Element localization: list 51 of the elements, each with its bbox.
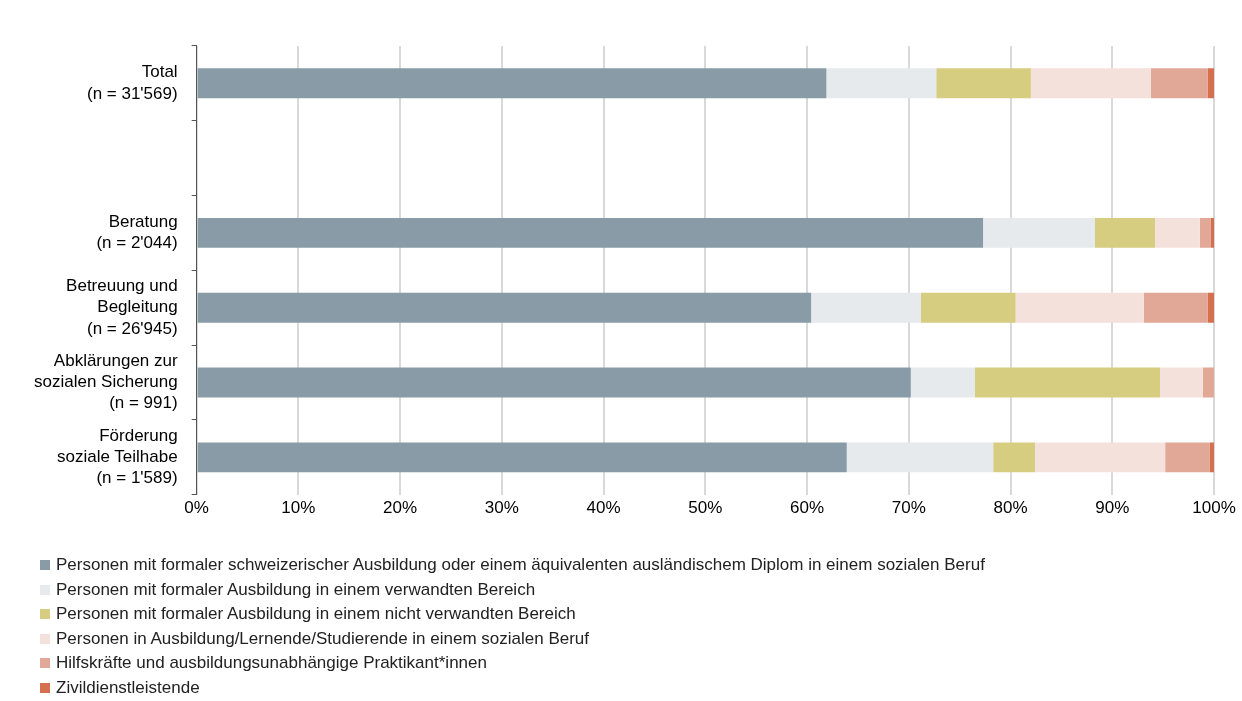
y-tick-label: Förderung soziale Teilhabe (n = 1'589) (56, 425, 178, 488)
bar (846, 442, 994, 473)
bar (1154, 217, 1200, 248)
bar (1015, 292, 1144, 323)
x-tick-label: 80% (993, 497, 1028, 517)
bar (1207, 292, 1214, 323)
bar (197, 367, 911, 398)
legend-label: Personen mit formaler Ausbildung in einem nicht verwandten Bereich (56, 603, 576, 625)
bar (1210, 217, 1214, 248)
y-tick-label: Total (n = 31'569) (86, 62, 178, 103)
x-tick-label: 30% (484, 497, 519, 517)
x-tick-label: 70% (891, 497, 926, 517)
bar (983, 217, 1095, 248)
bar (811, 292, 921, 323)
x-tick-label: 20% (383, 497, 418, 517)
bar (1034, 442, 1166, 473)
bar (1207, 68, 1214, 99)
bar (993, 442, 1035, 473)
legend-label: Personen mit formaler schweizerischer Ausbildung oder einem äquivalenten ausländischem Diplom in einem sozialen Beruf (56, 554, 985, 576)
legend-label: Personen mit formaler Ausbildung in einem verwandten Bereich (56, 578, 536, 601)
bar (1202, 367, 1214, 398)
x-tick-label: 60% (790, 497, 825, 517)
x-tick-label: 50% (688, 497, 723, 517)
bar (1209, 442, 1214, 473)
x-tick-label: 0% (184, 497, 209, 517)
y-tick-label: Betreuung und Begleitung (n = 26'945) (66, 276, 178, 338)
bar (910, 367, 975, 398)
bar (1030, 68, 1151, 99)
bar (1143, 292, 1208, 323)
legend-label: Hilfskräfte und ausbildungsunabhängige Praktikant*innen (56, 652, 487, 674)
legend-label: Personen in Ausbildung/Lernende/Studierende in einem sozialen Beruf (56, 627, 590, 650)
bar (1150, 68, 1208, 99)
bar (197, 217, 984, 248)
bar (921, 292, 1016, 323)
bar (826, 68, 937, 99)
y-tick-label: Abklärungen zur sozialen Sicherung (n = 991) (33, 350, 178, 413)
bar (974, 367, 1161, 398)
bar (1199, 217, 1211, 248)
x-tick-label: 90% (1095, 497, 1130, 517)
x-tick-label: 40% (586, 497, 621, 517)
y-tick-label: Beratung (n = 2'044) (96, 211, 178, 253)
bar (197, 292, 812, 323)
bar (197, 442, 847, 473)
bar (1160, 367, 1203, 398)
x-tick-label: 10% (281, 497, 316, 517)
legend-label: Zivildienstleistende (56, 676, 200, 699)
bar (1165, 442, 1210, 473)
bar (197, 68, 827, 99)
bar (1094, 217, 1155, 248)
bar (936, 68, 1031, 99)
x-tick-label: 100% (1192, 497, 1236, 517)
